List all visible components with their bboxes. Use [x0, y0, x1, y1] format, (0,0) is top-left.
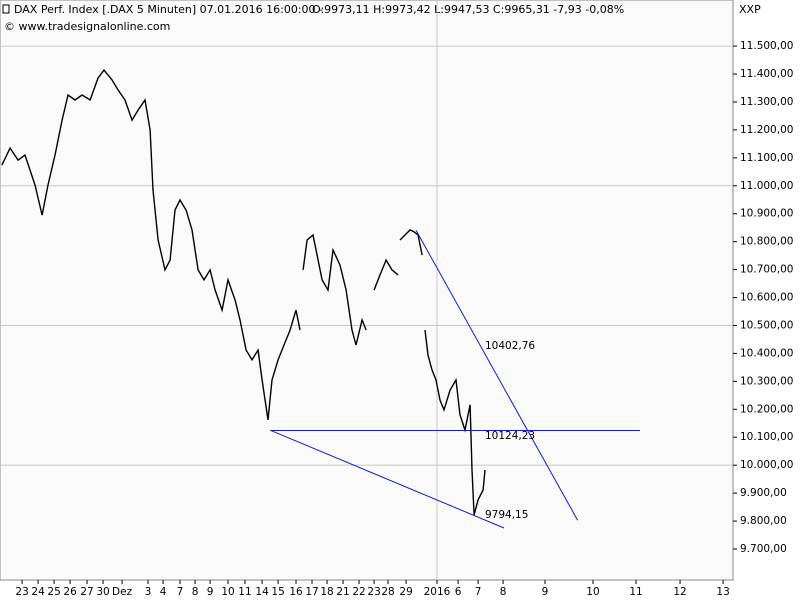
x-tick-label: 15 [271, 586, 284, 598]
annotation: 10402,76 [485, 340, 535, 352]
y-tick-label: 10.400,00 [740, 347, 793, 359]
trendline [270, 429, 505, 529]
y-tick-label: 10.200,00 [740, 403, 793, 415]
x-tick-label: 2016 [424, 586, 451, 598]
header-icon [2, 4, 10, 14]
y-tick-label: 9.800,00 [740, 515, 787, 527]
x-tick-label: 27 [80, 586, 93, 598]
x-tick-label: 16 [289, 586, 303, 598]
x-tick-label: 12 [673, 586, 686, 598]
x-tick-label: 8 [500, 586, 507, 598]
x-tick-label: 30 [96, 586, 109, 598]
x-tick-label: 6 [455, 586, 462, 598]
y-tick-label: 11.200,00 [740, 124, 793, 136]
x-tick-label: 11 [629, 586, 642, 598]
x-tick-label: 8 [192, 586, 199, 598]
price-line [1, 68, 486, 516]
y-tick-label: 9.700,00 [740, 543, 787, 555]
x-tick-label: 24 [31, 586, 45, 598]
y-tick-label: 10.100,00 [740, 431, 793, 443]
y-tick-label: 11.000,00 [740, 180, 793, 192]
y-tick-label: 11.500,00 [740, 40, 793, 52]
x-tick-label: 3 [145, 586, 152, 598]
x-tick-label: 9 [542, 586, 549, 598]
x-tick-label: 23 [15, 586, 28, 598]
quote: O:9973,11 H:9973,42 L:9947,53 C:9965,31 … [312, 3, 624, 16]
x-tick-label: 28 [381, 586, 394, 598]
y-tick-label: 11.300,00 [740, 96, 793, 108]
chart-title: DAX Perf. Index [.DAX 5 Minuten] 07.01.2… [14, 3, 323, 16]
x-tick-label: 7 [177, 586, 184, 598]
annotation: 9794,15 [485, 509, 528, 521]
x-tick-label: 29 [399, 586, 412, 598]
x-tick-label: 25 [47, 586, 60, 598]
y-tick-label: 10.600,00 [740, 292, 793, 304]
y-tick-label: 10.700,00 [740, 264, 793, 276]
y-tick-label: 9.900,00 [740, 487, 787, 499]
y-tick-label: 11.100,00 [740, 152, 793, 164]
y-tick-label: 10.500,00 [740, 319, 793, 331]
x-tick-label: 10 [221, 586, 234, 598]
x-tick-label: 4 [160, 586, 167, 598]
plot-area [0, 0, 734, 581]
y-tick-label: 10.000,00 [740, 459, 793, 471]
x-tick-label: Dez [112, 586, 133, 598]
x-tick-label: 13 [716, 586, 729, 598]
x-tick-label: 9 [207, 586, 214, 598]
trendline [415, 229, 579, 521]
y-tick-label: 10.800,00 [740, 236, 793, 248]
x-tick-label: 10 [586, 586, 599, 598]
y-tick-label: 10.300,00 [740, 375, 793, 387]
x-tick-label: 21 [336, 586, 349, 598]
exchange: XXP [739, 3, 761, 16]
x-tick-label: 17 [305, 586, 318, 598]
x-tick-label: 22 [352, 586, 365, 598]
x-tick-label: 23 [367, 586, 380, 598]
annotation: 10124,23 [485, 430, 535, 442]
x-tick-label: 18 [320, 586, 333, 598]
x-tick-label: 11 [238, 586, 251, 598]
x-tick-label: 7 [475, 586, 482, 598]
y-tick-label: 11.400,00 [740, 68, 793, 80]
y-tick-label: 10.900,00 [740, 208, 793, 220]
source: © www.tradesignalonline.com [4, 20, 170, 33]
x-tick-label: 14 [255, 586, 269, 598]
x-tick-label: 26 [63, 586, 77, 598]
